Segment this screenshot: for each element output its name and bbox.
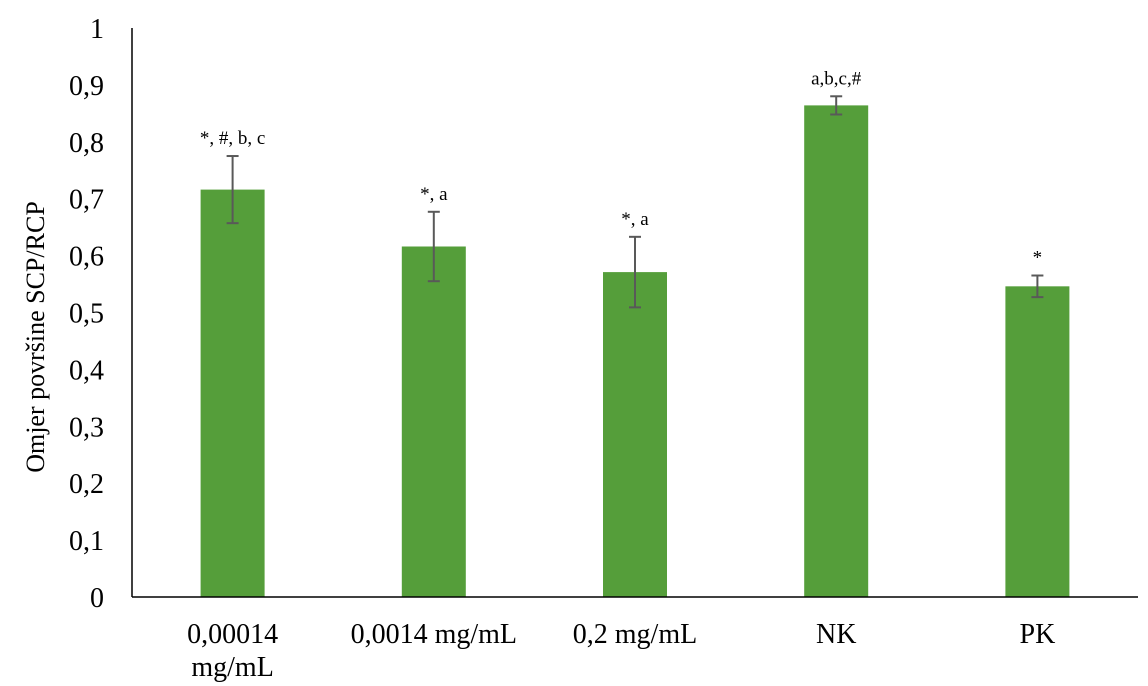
y-tick-label: 0,9 — [69, 71, 104, 102]
y-axis-label: Omjer površine SCP/RCP — [21, 201, 50, 473]
error-bars — [226, 95, 1044, 309]
y-tick-label: 1 — [90, 14, 104, 45]
y-tick-label: 0,4 — [69, 355, 104, 386]
axes — [131, 28, 1138, 598]
y-tick-label: 0,6 — [69, 242, 104, 273]
x-category-label: mg/mL — [191, 652, 273, 683]
y-tick-label: 0 — [90, 583, 104, 614]
y-tick-label: 0,2 — [69, 469, 104, 500]
bar-annotation: a,b,c,# — [811, 68, 862, 89]
x-category-label: PK — [1020, 619, 1056, 650]
y-ticks: 0 0,1 0,2 0,3 0,4 0,5 0,6 0,7 0,8 0,9 1 — [69, 14, 104, 614]
x-category-label: 0,2 mg/mL — [573, 619, 697, 650]
y-axis-label-group: Omjer površine SCP/RCP — [21, 201, 50, 473]
bar-annotation: *, a — [621, 209, 649, 230]
bar — [401, 246, 466, 597]
bar-annotations: *, #, b, c *, a *, a a,b,c,# * — [200, 68, 1042, 268]
error-bar — [830, 95, 843, 116]
bar — [1005, 286, 1070, 597]
bar-annotation: *, #, b, c — [200, 128, 265, 149]
bar-annotation: *, a — [420, 184, 448, 205]
error-bar — [1031, 274, 1044, 299]
bar-annotation: * — [1033, 248, 1043, 269]
y-tick-label: 0,1 — [69, 526, 104, 557]
bar — [603, 272, 667, 597]
y-tick-label: 0,8 — [69, 128, 104, 159]
bar — [804, 105, 869, 597]
bar — [200, 189, 265, 597]
x-category-label: 0,0014 mg/mL — [351, 619, 517, 650]
x-category-label: NK — [816, 619, 856, 650]
y-tick-label: 0,5 — [69, 299, 104, 330]
y-tick-label: 0,7 — [69, 185, 104, 216]
error-bar — [226, 155, 239, 225]
y-tick-label: 0,3 — [69, 412, 104, 443]
error-bar — [629, 235, 641, 309]
error-bar — [427, 210, 440, 283]
x-category-label: 0,00014 — [187, 619, 278, 650]
bars — [200, 105, 1070, 597]
